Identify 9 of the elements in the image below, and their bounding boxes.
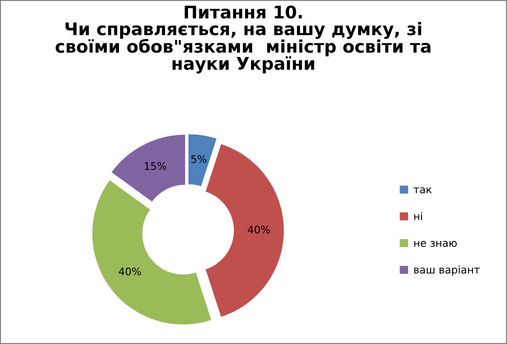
chart-title: Питання 10. Чи справляється, на вашу думку, зі своїми обов"язками міністр освіти та науки України bbox=[56, 5, 430, 74]
data-label: 5% bbox=[191, 155, 206, 164]
legend-label: так bbox=[414, 187, 432, 194]
legend-label: ваш варіант bbox=[414, 266, 480, 276]
legend-label: не знаю bbox=[414, 240, 457, 247]
legend-label: ні bbox=[414, 212, 422, 220]
data-label: 40% bbox=[248, 226, 270, 234]
data-label: 40% bbox=[118, 268, 141, 276]
data-label: 15% bbox=[144, 162, 166, 170]
